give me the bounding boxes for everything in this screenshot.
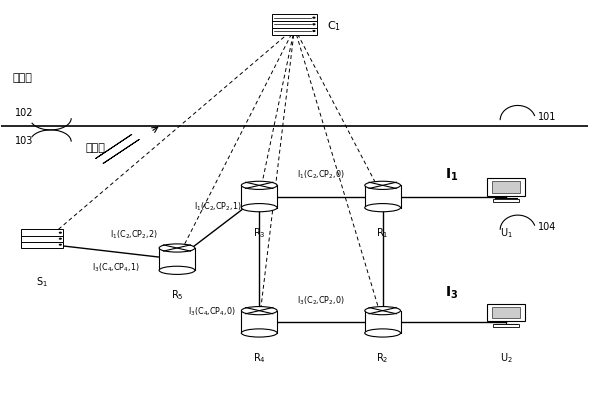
Text: 101: 101 [538, 112, 557, 122]
Circle shape [312, 23, 316, 26]
Text: 控制层: 控制层 [12, 73, 32, 83]
Text: 102: 102 [15, 108, 34, 118]
Text: I$_1$(C$_2$,CP$_2$,2): I$_1$(C$_2$,CP$_2$,2) [110, 228, 158, 241]
Text: U$_2$: U$_2$ [499, 351, 512, 365]
FancyBboxPatch shape [493, 325, 519, 327]
Ellipse shape [365, 181, 401, 189]
FancyBboxPatch shape [487, 304, 525, 321]
FancyBboxPatch shape [21, 241, 63, 248]
Bar [365, 185, 401, 208]
Ellipse shape [241, 204, 277, 212]
Text: I$_3$(C$_2$,CP$_2$,0): I$_3$(C$_2$,CP$_2$,0) [297, 294, 345, 307]
Bar [241, 310, 277, 333]
FancyBboxPatch shape [272, 14, 317, 21]
Text: $\mathbf{I_3}$: $\mathbf{I_3}$ [445, 284, 459, 301]
Text: I$_3$(C$_4$,CP$_4$,1): I$_3$(C$_4$,CP$_4$,1) [92, 261, 140, 274]
Text: 103: 103 [15, 136, 34, 146]
Text: R$_3$: R$_3$ [253, 226, 266, 240]
FancyBboxPatch shape [21, 229, 63, 236]
FancyBboxPatch shape [272, 27, 317, 35]
Text: I$_3$(C$_4$,CP$_4$,0): I$_3$(C$_4$,CP$_4$,0) [188, 306, 236, 318]
Text: R$_2$: R$_2$ [376, 351, 389, 365]
Text: R$_5$: R$_5$ [171, 288, 183, 302]
Ellipse shape [365, 204, 401, 212]
Bar [241, 185, 277, 208]
FancyBboxPatch shape [21, 235, 63, 242]
Text: I$_1$(C$_2$,CP$_2$,1): I$_1$(C$_2$,CP$_2$,1) [194, 200, 242, 213]
FancyBboxPatch shape [493, 199, 519, 202]
Ellipse shape [365, 307, 401, 315]
Ellipse shape [241, 181, 277, 189]
Text: R$_1$: R$_1$ [376, 226, 389, 240]
Bar [365, 310, 401, 333]
Circle shape [59, 231, 62, 234]
Text: I$_1$(C$_2$,CP$_2$,0): I$_1$(C$_2$,CP$_2$,0) [297, 169, 345, 181]
Text: C$_1$: C$_1$ [327, 19, 341, 33]
Circle shape [312, 30, 316, 32]
Bar [159, 248, 195, 270]
Ellipse shape [159, 244, 195, 252]
Text: U$_1$: U$_1$ [499, 226, 512, 240]
FancyBboxPatch shape [272, 20, 317, 28]
Circle shape [59, 238, 62, 240]
Ellipse shape [365, 329, 401, 337]
FancyBboxPatch shape [487, 178, 525, 196]
Text: 104: 104 [538, 222, 557, 232]
Text: S$_1$: S$_1$ [36, 275, 48, 289]
FancyBboxPatch shape [492, 182, 520, 193]
Circle shape [312, 17, 316, 19]
Ellipse shape [241, 307, 277, 315]
Text: $\mathbf{I_1}$: $\mathbf{I_1}$ [445, 167, 459, 183]
Circle shape [59, 244, 62, 246]
Text: 数据层: 数据层 [86, 143, 106, 153]
Ellipse shape [241, 329, 277, 337]
Ellipse shape [159, 266, 195, 274]
FancyBboxPatch shape [492, 307, 520, 318]
Text: R$_4$: R$_4$ [253, 351, 266, 365]
